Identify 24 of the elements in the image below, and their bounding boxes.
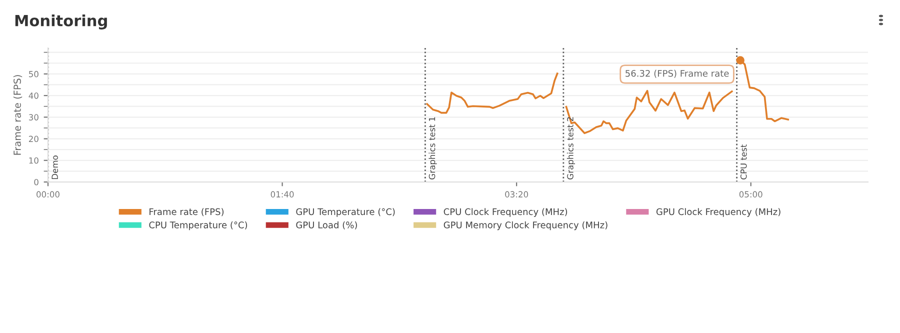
x-tick-label: 03:20 bbox=[505, 191, 528, 198]
y-tick-label: 50 bbox=[29, 70, 38, 78]
ref-line-label: Graphics test 2 bbox=[566, 117, 576, 180]
legend-label: GPU Memory Clock Frequency (MHz) bbox=[444, 221, 608, 230]
y-tick-label: 40 bbox=[28, 92, 38, 99]
x-tick-label: 05:00 bbox=[739, 191, 762, 198]
legend-label: CPU Temperature (°C) bbox=[149, 221, 248, 230]
chart-title: Monitoring bbox=[15, 14, 107, 30]
ref-line-label: Demo bbox=[52, 156, 58, 180]
legend-label: GPU Clock Frequency (MHz) bbox=[656, 208, 780, 217]
x-tick-label: 00:00 bbox=[36, 191, 60, 198]
x-tick-label: 01:40 bbox=[270, 191, 294, 198]
y-tick-label: 10 bbox=[29, 157, 38, 164]
legend-label: GPU Temperature (°C) bbox=[296, 208, 395, 217]
legend-label: GPU Load (%) bbox=[296, 221, 357, 230]
ref-line-label: Graphics test 1 bbox=[428, 117, 437, 180]
y-tick-label: 0 bbox=[34, 178, 38, 186]
y-tick-label: 20 bbox=[28, 136, 38, 142]
y-axis-title: Frame rate (FPS) bbox=[13, 75, 22, 155]
legend-label: Frame rate (FPS) bbox=[150, 208, 224, 216]
y-tick-label: 30 bbox=[29, 114, 38, 120]
ref-line-label: CPU test bbox=[740, 144, 747, 180]
legend-label: CPU Clock Frequency (MHz) bbox=[444, 208, 568, 217]
annotation: 56.32 (FPS) Frame rate bbox=[626, 70, 729, 78]
